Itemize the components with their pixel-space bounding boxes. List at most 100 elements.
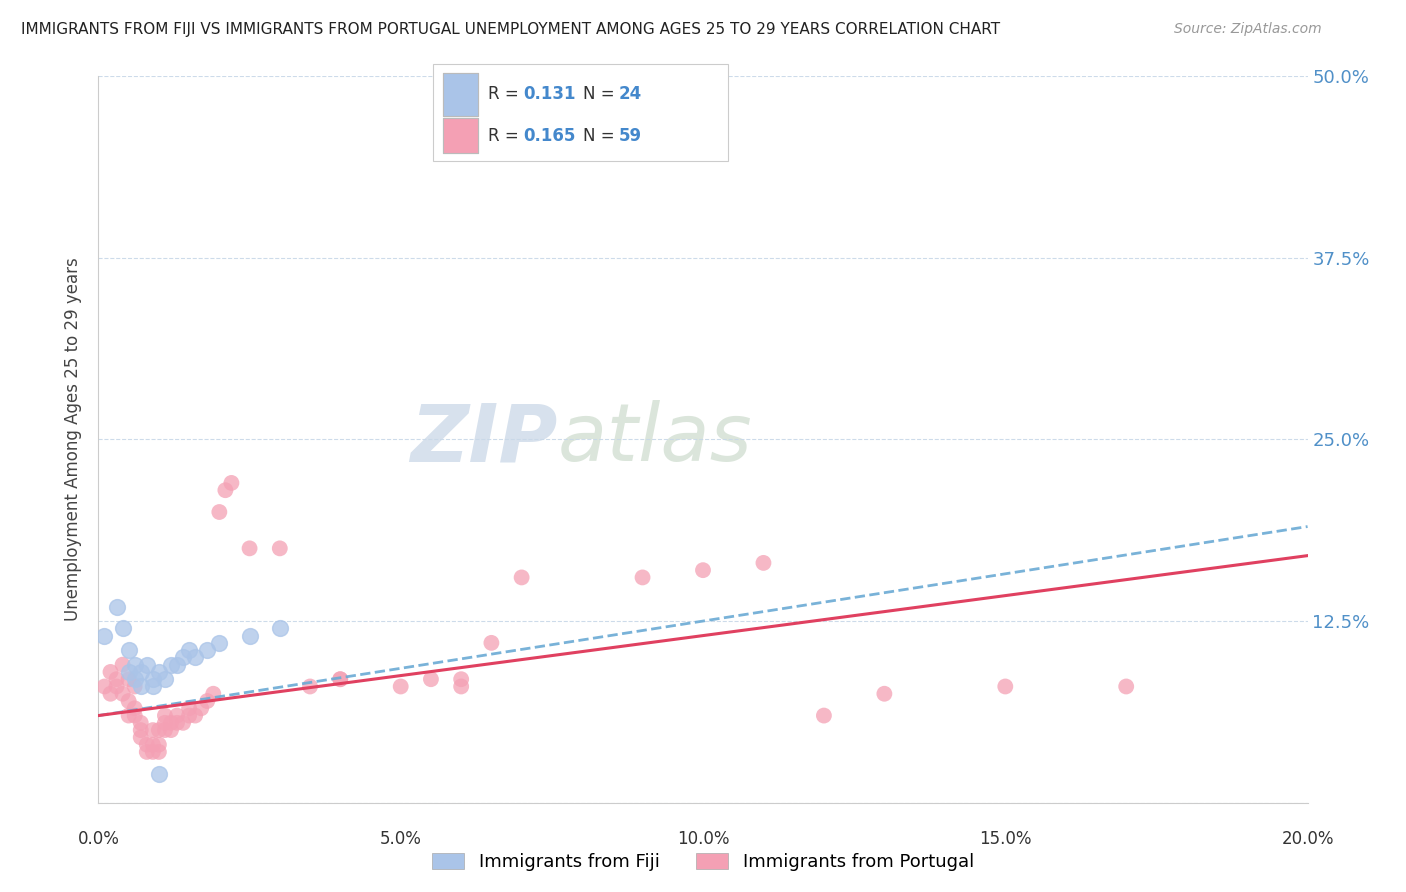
Point [153,672,176,686]
Point [813,708,835,723]
Point [148,723,170,737]
Point [118,665,141,679]
Point [111,657,134,672]
Text: 10.0%: 10.0% [676,830,730,848]
Point [329,672,352,686]
Point [239,541,262,556]
Point [1115,680,1137,694]
Point [752,556,775,570]
Point [166,657,188,672]
Point [692,563,714,577]
Point [142,738,165,752]
Point [994,680,1017,694]
Point [105,680,128,694]
Point [142,723,165,737]
Point [481,636,503,650]
Point [184,708,207,723]
Point [510,570,533,584]
Point [129,680,152,694]
Point [124,680,146,694]
Point [93,680,115,694]
Point [389,680,412,694]
Point [184,650,207,665]
Point [148,738,170,752]
Text: 5.0%: 5.0% [380,830,422,848]
Point [202,687,225,701]
Text: atlas: atlas [558,401,752,478]
Point [142,680,165,694]
Point [111,687,134,701]
Point [221,475,243,490]
Point [160,657,183,672]
Point [450,672,472,686]
Text: ZIP: ZIP [411,401,558,478]
Point [166,708,188,723]
Text: 24: 24 [619,85,643,103]
Point [166,715,188,730]
Point [153,723,176,737]
Point [179,643,201,657]
Point [111,621,134,635]
Text: Source: ZipAtlas.com: Source: ZipAtlas.com [1174,22,1322,37]
Point [100,665,122,679]
Y-axis label: Unemployment Among Ages 25 to 29 years: Unemployment Among Ages 25 to 29 years [65,258,83,621]
Point [208,636,231,650]
Point [214,483,236,498]
Point [129,715,152,730]
Point [142,745,165,759]
Point [124,657,146,672]
Text: 15.0%: 15.0% [979,830,1032,848]
Text: IMMIGRANTS FROM FIJI VS IMMIGRANTS FROM PORTUGAL UNEMPLOYMENT AMONG AGES 25 TO 2: IMMIGRANTS FROM FIJI VS IMMIGRANTS FROM … [21,22,1000,37]
Point [172,650,194,665]
Point [100,687,122,701]
Point [420,672,443,686]
Point [190,701,212,715]
Point [160,715,183,730]
Text: 20.0%: 20.0% [1281,830,1334,848]
Point [129,665,152,679]
Point [135,745,157,759]
Point [208,505,231,519]
Point [105,599,128,614]
Point [129,731,152,745]
Point [269,621,291,635]
Point [195,643,218,657]
Point [179,708,201,723]
Point [124,708,146,723]
Point [124,701,146,715]
Point [195,694,218,708]
Point [160,723,183,737]
Point [329,672,352,686]
Point [135,738,157,752]
Text: 0.0%: 0.0% [77,830,120,848]
Point [153,708,176,723]
Text: 0.131: 0.131 [523,85,575,103]
Text: R =: R = [488,127,524,145]
Point [118,672,141,686]
Point [105,672,128,686]
Point [269,541,291,556]
Point [153,715,176,730]
Text: N =: N = [583,85,620,103]
Point [450,680,472,694]
Point [135,657,157,672]
Point [148,766,170,780]
Point [129,723,152,737]
Text: 0.165: 0.165 [523,127,575,145]
Point [631,570,654,584]
Text: R =: R = [488,85,524,103]
Point [124,672,146,686]
Point [148,665,170,679]
Point [172,715,194,730]
Legend: Immigrants from Fiji, Immigrants from Portugal: Immigrants from Fiji, Immigrants from Po… [425,846,981,879]
Point [873,687,896,701]
Text: N =: N = [583,127,620,145]
Point [148,745,170,759]
Point [239,629,262,643]
Point [93,629,115,643]
Point [118,694,141,708]
Point [118,643,141,657]
Text: 59: 59 [619,127,641,145]
Point [299,680,322,694]
Point [179,701,201,715]
